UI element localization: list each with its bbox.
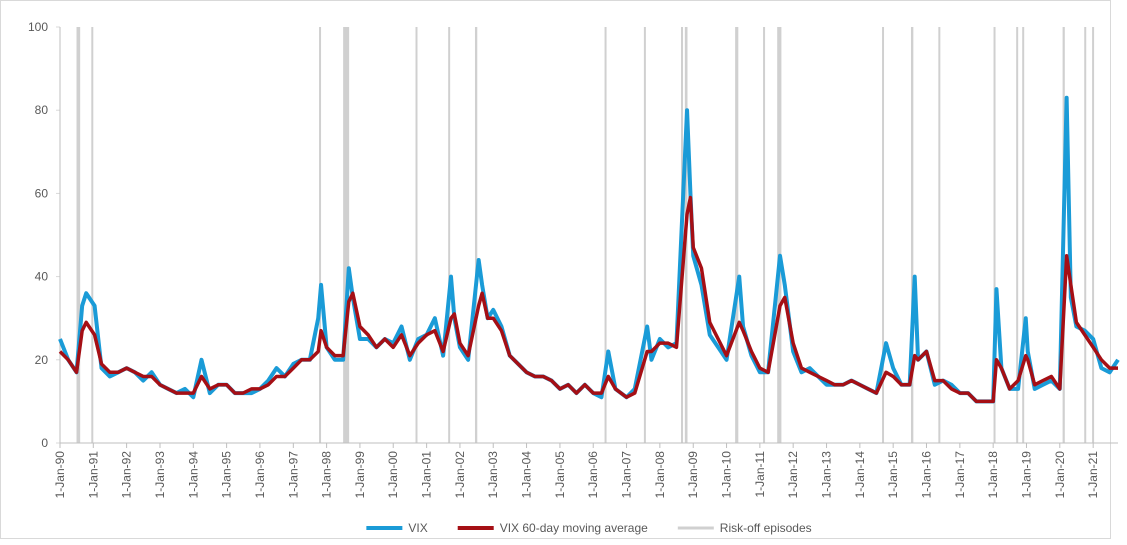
x-tick-label: 1-Jan-21 <box>1086 451 1100 499</box>
x-tick-label: 1-Jan-07 <box>620 451 634 499</box>
risk-off-band <box>1022 27 1025 443</box>
x-tick-label: 1-Jan-09 <box>686 451 700 499</box>
risk-off-band <box>91 27 94 443</box>
x-tick-label: 1-Jan-91 <box>86 451 100 499</box>
x-tick-label: 1-Jan-98 <box>320 451 334 499</box>
x-tick-label: 1-Jan-11 <box>753 451 767 498</box>
risk-off-band <box>343 27 350 443</box>
x-tick-label: 1-Jan-18 <box>986 451 1000 499</box>
risk-off-band <box>1092 27 1095 443</box>
x-tick-label: 1-Jan-93 <box>153 451 167 499</box>
risk-off-band <box>415 27 418 443</box>
risk-off-band <box>735 27 739 443</box>
x-tick-label: 1-Jan-03 <box>486 451 500 499</box>
x-tick-label: 1-Jan-10 <box>720 451 734 499</box>
risk-off-band <box>604 27 607 443</box>
risk-off-band <box>993 27 996 443</box>
y-tick-label: 100 <box>28 20 48 34</box>
series-line <box>58 195 1118 404</box>
y-tick-label: 20 <box>35 353 49 367</box>
y-tick-label: 40 <box>35 270 49 284</box>
risk-off-band <box>319 27 322 443</box>
risk-off-band <box>76 27 81 443</box>
risk-off-band <box>882 27 885 443</box>
x-tick-label: 1-Jan-08 <box>653 451 667 499</box>
risk-off-band <box>1084 27 1087 443</box>
legend: VIX VIX 60-day moving average Risk-off epi… <box>366 521 812 535</box>
x-tick-label: 1-Jan-99 <box>353 451 367 499</box>
legend-label: VIX 60-day moving average <box>500 521 648 535</box>
x-tick-label: 1-Jan-17 <box>953 451 967 499</box>
risk-off-band <box>448 27 451 443</box>
legend-label: Risk-off episodes <box>720 521 812 535</box>
x-tick-label: 1-Jan-20 <box>1053 451 1067 499</box>
x-tick-label: 1-Jan-06 <box>586 451 600 499</box>
chart-frame <box>0 0 1111 539</box>
risk-off-band <box>777 27 782 443</box>
x-tick-label: 1-Jan-95 <box>220 451 234 499</box>
x-tick-label: 1-Jan-13 <box>820 451 834 499</box>
x-tick-label: 1-Jan-15 <box>886 451 900 499</box>
risk-off-band <box>474 27 478 443</box>
x-tick-label: 1-Jan-02 <box>453 451 467 499</box>
x-tick-label: 1-Jan-04 <box>520 451 534 499</box>
risk-off-band <box>763 27 766 443</box>
x-tick-label: 1-Jan-14 <box>853 451 867 499</box>
x-tick-label: 1-Jan-00 <box>386 451 400 499</box>
x-tick-label: 1-Jan-05 <box>553 451 567 499</box>
x-tick-label: 1-Jan-01 <box>420 451 434 499</box>
series-line <box>58 95 1120 404</box>
x-tick-label: 1-Jan-96 <box>253 451 267 499</box>
x-tick-label: 1-Jan-12 <box>786 451 800 499</box>
y-tick-label: 60 <box>35 186 49 200</box>
risk-off-band <box>643 27 646 443</box>
x-tick-label: 1-Jan-94 <box>186 451 200 499</box>
risk-off-band <box>1016 27 1019 443</box>
x-tick-label: 1-Jan-92 <box>120 451 134 499</box>
risk-off-band <box>938 27 941 443</box>
legend-label: VIX <box>408 521 427 535</box>
x-tick-label: 1-Jan-19 <box>1019 451 1033 499</box>
y-tick-label: 80 <box>35 103 49 117</box>
y-tick-label: 0 <box>41 436 48 450</box>
x-tick-label: 1-Jan-16 <box>919 451 933 499</box>
x-tick-label: 1-Jan-97 <box>286 451 300 499</box>
risk-off-band <box>910 27 914 443</box>
x-tick-label: 1-Jan-90 <box>53 451 67 499</box>
